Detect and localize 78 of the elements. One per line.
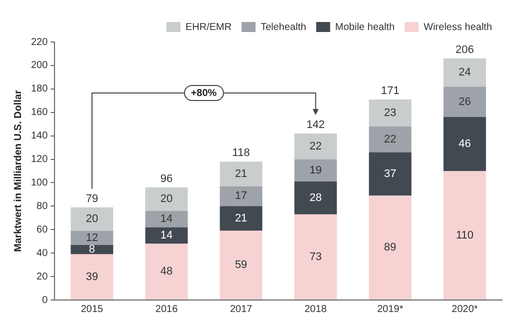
legend-label: Telehealth <box>260 22 306 33</box>
y-tick-label: 20 <box>36 271 48 282</box>
data-label: 23 <box>384 106 396 119</box>
bar <box>443 117 486 171</box>
bar <box>368 152 412 196</box>
bar <box>220 230 262 300</box>
bar <box>294 159 337 182</box>
legend-label: Mobile health <box>335 22 395 33</box>
bar <box>220 186 262 206</box>
y-axis-title: Marktwert in Milliarden U.S. Dollar <box>12 90 24 252</box>
total-label: 171 <box>380 84 400 97</box>
x-tick-label: 2016 <box>155 304 178 315</box>
data-label: 19 <box>309 164 322 176</box>
data-label: 21 <box>234 212 248 225</box>
bar <box>145 227 188 244</box>
data-label: 20 <box>160 193 173 206</box>
data-label: 21 <box>234 168 248 180</box>
data-label: 8 <box>88 244 96 256</box>
bar <box>368 99 412 126</box>
bar <box>443 171 486 300</box>
y-tick-label: 180 <box>30 84 48 95</box>
data-label: 110 <box>456 229 474 242</box>
total-label: 96 <box>160 172 173 185</box>
y-tick-label: 60 <box>36 224 48 236</box>
bar <box>294 214 337 300</box>
x-tick-label: 2020* <box>452 304 478 315</box>
bar <box>443 58 486 87</box>
data-label: 22 <box>309 140 322 152</box>
x-tick-label: 2017 <box>230 304 253 315</box>
y-tick-label: 40 <box>36 248 48 259</box>
bar <box>145 244 188 300</box>
legend-label: EHR/EMR <box>185 22 232 33</box>
data-label: 17 <box>234 190 248 202</box>
y-tick-label: 0 <box>42 294 48 306</box>
data-label: 48 <box>160 266 173 278</box>
y-tick-label: 160 <box>30 107 48 118</box>
bar <box>70 230 114 245</box>
data-label: 14 <box>160 230 173 242</box>
data-label: 89 <box>384 242 396 254</box>
x-tick-label: 2019* <box>377 304 404 315</box>
bar <box>70 254 114 300</box>
bar <box>443 86 486 118</box>
bar <box>294 133 337 160</box>
data-label: 14 <box>160 213 173 226</box>
total-label: 206 <box>456 44 474 56</box>
bar <box>145 187 188 211</box>
bar <box>294 182 337 214</box>
data-label: 26 <box>458 96 471 108</box>
total-label: 142 <box>306 119 325 132</box>
data-label: 22 <box>384 133 396 146</box>
y-tick-label: 100 <box>30 177 48 188</box>
x-tick-label: 2015 <box>80 304 104 315</box>
data-label: 46 <box>458 138 471 150</box>
data-label: 28 <box>309 192 322 204</box>
y-tick-label: 200 <box>30 60 48 72</box>
data-label: 73 <box>309 250 322 263</box>
data-label: 37 <box>384 168 396 180</box>
total-label: 118 <box>232 147 250 160</box>
bar <box>220 162 262 186</box>
data-label: 39 <box>86 270 98 283</box>
data-label: 20 <box>86 213 98 226</box>
bar <box>70 207 114 231</box>
bar <box>368 126 412 152</box>
bar <box>368 196 412 300</box>
bar <box>145 210 188 228</box>
y-tick-label: 80 <box>36 200 48 212</box>
y-tick-label: 120 <box>30 154 48 166</box>
total-label: 79 <box>86 192 98 205</box>
bar <box>70 244 114 254</box>
data-label: 12 <box>86 232 98 244</box>
y-tick-label: 140 <box>30 130 48 142</box>
y-tick-label: 220 <box>30 36 48 48</box>
data-label: 24 <box>458 66 471 79</box>
legend-label: Wireless health <box>424 22 492 33</box>
annotation: +80% <box>184 85 224 102</box>
data-label: 59 <box>234 259 248 272</box>
x-tick-label: 2018 <box>304 304 328 315</box>
bar <box>220 206 262 231</box>
